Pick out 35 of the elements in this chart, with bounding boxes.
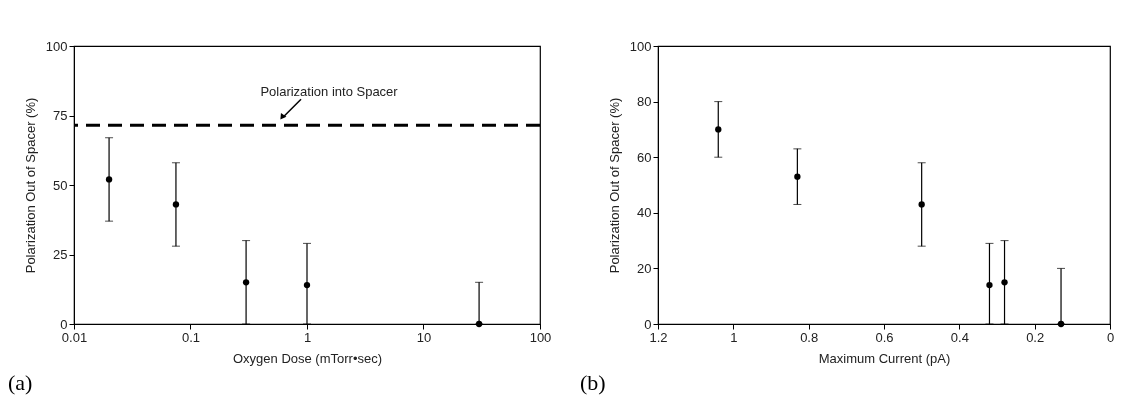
y-tick-label: 40 [637, 205, 652, 221]
text: (b) [580, 370, 606, 396]
point [918, 201, 925, 208]
y-tick-label: 50 [53, 177, 68, 193]
x-tick-label: 0.4 [950, 329, 969, 345]
y-tick-label: 80 [637, 94, 652, 110]
x-tick-label: 100 [529, 329, 552, 345]
x-tick-label: 0 [1106, 329, 1115, 345]
y-tick-label: 75 [53, 108, 68, 123]
y-tick-label: 100 [629, 38, 652, 54]
point [715, 126, 722, 133]
x-tick-label: 0.1 [181, 329, 201, 345]
point [1001, 279, 1008, 286]
text: (a) [8, 370, 33, 396]
ref-line-label: Polarization into Spacer [260, 84, 399, 100]
y-tick-label: 0 [60, 316, 68, 332]
y-axis-title: Polarization Out of Spacer (%) [22, 97, 38, 274]
x-tick-label: 0.6 [875, 329, 894, 345]
x-tick-label: 10 [416, 329, 432, 345]
y-tick-label: 0 [644, 316, 652, 332]
x-tick-label: 1 [730, 329, 738, 345]
x-tick-label: 0.01 [61, 329, 88, 345]
x-tick-label: 0.2 [1026, 329, 1045, 345]
y-tick-label: 25 [53, 247, 68, 262]
point [986, 281, 993, 289]
x-axis-title: Maximum Current (pA) [818, 350, 951, 366]
y-axis-title: Polarization Out of Spacer (%) [606, 97, 622, 274]
x-tick-label: 1.2 [649, 329, 668, 345]
y-tick-label: 20 [637, 260, 652, 276]
y-tick-label: 60 [637, 149, 652, 165]
y-tick-label: 100 [45, 38, 68, 54]
x-tick-label: 1 [303, 329, 312, 345]
x-axis-title: Oxygen Dose (mTorr•sec) [232, 350, 383, 366]
x-tick-label: 0.8 [800, 329, 819, 345]
point [794, 173, 801, 180]
